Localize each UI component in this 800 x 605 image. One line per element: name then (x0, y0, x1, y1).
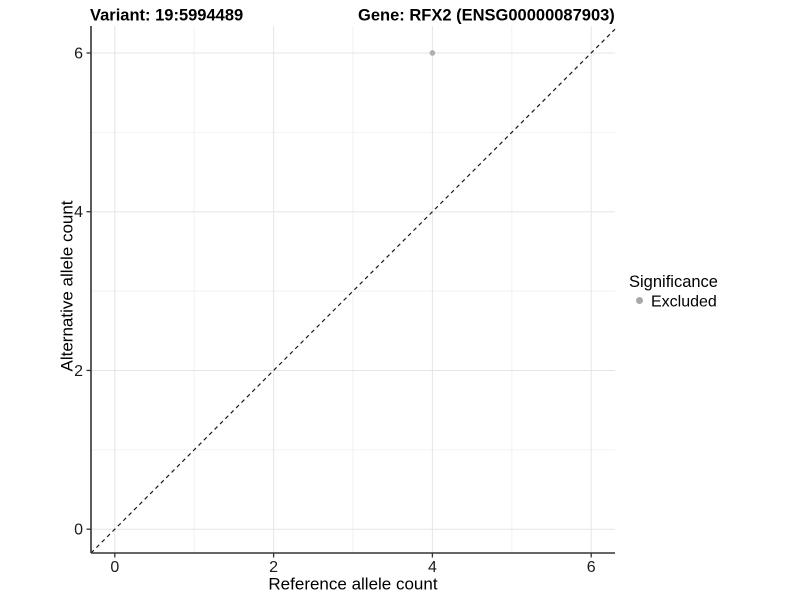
y-tick-label: 4 (74, 204, 83, 221)
legend-title: Significance (629, 273, 718, 291)
plot-title-gene: Gene: RFX2 (ENSG00000087903) (358, 7, 615, 25)
legend-entry-label: Excluded (651, 294, 717, 311)
identity-reference-line-layer (90, 28, 616, 554)
x-tick-label: 0 (110, 559, 119, 576)
x-tick-label: 6 (587, 559, 596, 576)
x-tick-label: 4 (428, 559, 437, 576)
legend: Significance Excluded (629, 273, 718, 311)
data-points-layer (429, 50, 436, 56)
y-axis-title: Alternative allele count (58, 200, 77, 371)
data-point (429, 50, 436, 56)
y-tick-label: 6 (74, 45, 83, 62)
axis-lines-layer (90, 26, 615, 554)
y-tick-label: 0 (74, 522, 83, 539)
x-tick-label: 2 (269, 559, 278, 576)
plot-title-variant: Variant: 19:5994489 (90, 7, 243, 25)
x-axis-title: Reference allele count (268, 575, 437, 594)
y-tick-label: 2 (74, 363, 83, 380)
minor-gridlines (91, 26, 615, 553)
major-gridlines (91, 26, 615, 553)
legend-point-swatch (636, 297, 643, 304)
tick-marks-layer (86, 52, 592, 558)
tick-labels-layer: 0 2 4 6 0 2 4 6 (74, 45, 596, 576)
identity-line (90, 28, 616, 554)
